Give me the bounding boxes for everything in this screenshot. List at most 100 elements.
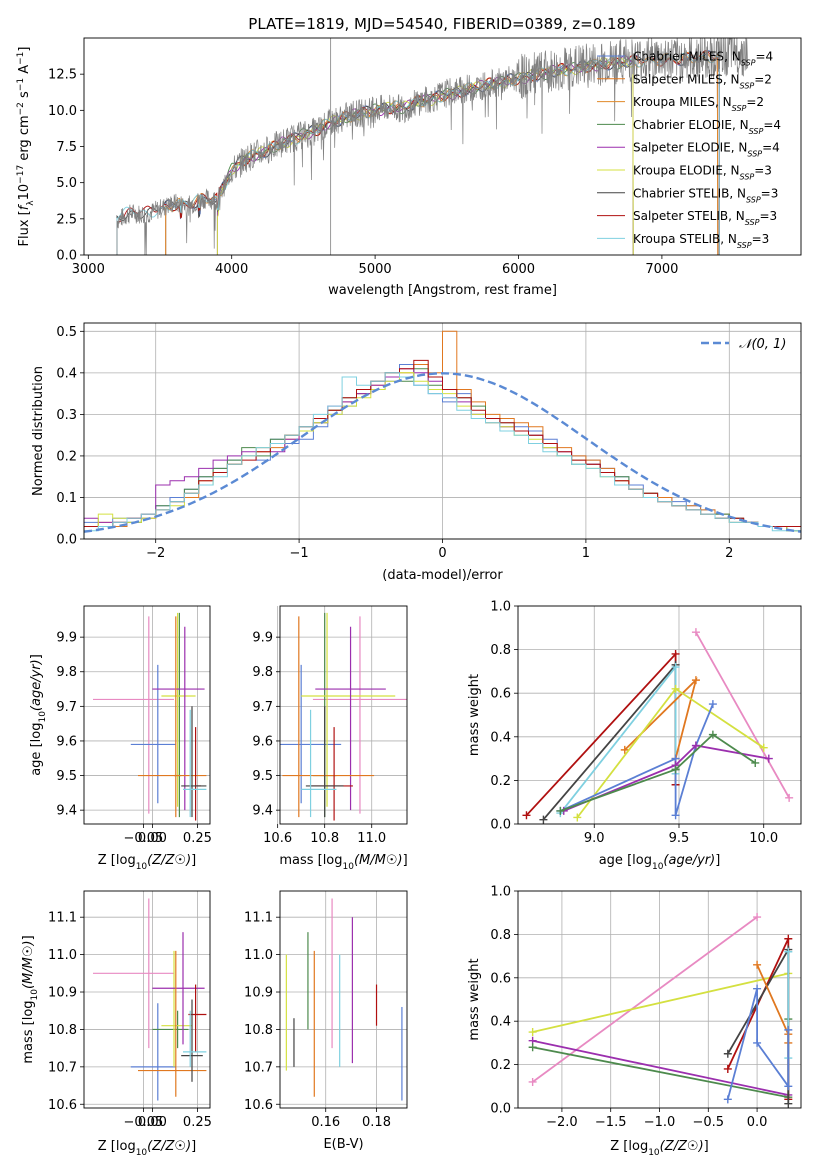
weight-marker [539, 815, 548, 824]
y-tick-label: 9.7 [252, 700, 273, 715]
axes-frame [83, 890, 211, 1109]
x-tick-label: 9.0 [584, 831, 605, 846]
axes-frame [279, 890, 408, 1109]
weight-marker [723, 1049, 732, 1058]
x-axis-label: Z [log10(Z/Z☉)] [610, 1139, 708, 1158]
panels: 3000 4000 5000 6000 70000.02.55.07.510.012.5… [16, 37, 802, 1158]
y-tick-label: 0.3 [56, 408, 77, 423]
x-tick-label: −0.05 [123, 1115, 163, 1130]
x-tick-label: 4000 [215, 262, 248, 277]
weight-marker [708, 730, 717, 739]
weight-marker [522, 811, 531, 820]
x-tick-label: −0.5 [693, 1115, 725, 1130]
x-tick-label: 3000 [72, 262, 105, 277]
weight-marker [528, 1028, 537, 1037]
weight-marker [753, 1038, 762, 1047]
weight-marker [753, 913, 762, 922]
y-tick-label: 0.1 [56, 491, 77, 506]
weight-marker [691, 628, 700, 637]
legend-label-6: Kroupa ELODIE, NSSP=3 [633, 164, 772, 182]
y-tick-label: 0.4 [490, 730, 511, 745]
y-tick-label: 10.7 [48, 1060, 77, 1075]
weight-marker [784, 947, 793, 956]
histogram-7 [83, 372, 801, 539]
x-tick-label: 10.8 [310, 831, 339, 846]
weight-marker [528, 1043, 537, 1052]
y-tick-label: 0.0 [490, 1102, 511, 1117]
y-tick-label: 0.6 [490, 687, 511, 702]
y-tick-label: 9.4 [56, 804, 77, 819]
x-tick-label: 10.6 [263, 831, 292, 846]
y-tick-label: 0.4 [490, 1015, 511, 1030]
axes-frame [83, 605, 211, 825]
y-tick-label: 10.6 [48, 1098, 77, 1113]
x-axis-label: (data-model)/error [382, 568, 503, 583]
weight-marker [671, 649, 680, 658]
x-tick-label: −2.0 [546, 1115, 578, 1130]
x-tick-label: 0.18 [362, 1115, 391, 1130]
axes-z-vs-mass: −0.050.00 0.25 10.6 10.7 10.8 10.9 11.0 11.1 Z [… [21, 890, 212, 1158]
x-tick-label: 0.25 [183, 1115, 212, 1130]
y-tick-label: 0.2 [490, 1058, 511, 1073]
weight-marker [751, 758, 760, 767]
y-tick-label: 9.6 [252, 734, 273, 749]
x-tick-label: 10.0 [749, 831, 778, 846]
x-tick-label: −1.0 [644, 1115, 676, 1130]
y-tick-label: 9.9 [252, 631, 273, 646]
weight-marker [528, 1077, 537, 1086]
axes-z-vs-age: −0.050.00 0.25 9.4 9.5 9.6 9.7 9.8 9.9 Z [log10(… [29, 605, 212, 872]
x-tick-label: −1.5 [595, 1115, 627, 1130]
y-axis-label: age [log10(age/yr)] [29, 654, 48, 776]
x-axis-label: E(B-V) [323, 1137, 363, 1152]
x-tick-label: 0.0 [747, 1115, 768, 1130]
y-tick-label: 0.0 [56, 533, 77, 548]
figure-title: PLATE=1819, MJD=54540, FIBERID=0389, z=0… [248, 15, 635, 33]
y-tick-label: 0.4 [56, 366, 77, 381]
y-tick-label: 12.5 [48, 68, 77, 83]
y-tick-label: 11.1 [244, 911, 273, 926]
weight-line-8 [563, 744, 769, 812]
x-axis-label: wavelength [Angstrom, rest frame] [328, 283, 557, 298]
legend-label-normal: 𝒩(0, 1) [739, 337, 786, 352]
y-tick-label: 9.9 [56, 631, 77, 646]
axes-ebv-vs-mass: 0.16 0.18 10.6 10.7 10.8 10.9 11.0 11.1 E(B-V) [244, 890, 408, 1152]
weight-line-5 [695, 631, 790, 799]
weight-marker [691, 741, 700, 750]
axes-frame [83, 322, 802, 540]
y-axis-label: mass weight [467, 674, 482, 756]
y-tick-label: 1.0 [490, 885, 511, 900]
y-tick-label: 10.8 [244, 1023, 273, 1038]
axes-residuals: −2 −1 0 1 2 0.0 0.1 0.2 0.3 0.4 0.5 (data-model)/er… [31, 322, 802, 583]
y-tick-label: 11.1 [48, 911, 77, 926]
legend-label-1: Chabrier MILES, NSSP=4 [633, 50, 773, 68]
x-tick-label: 9.5 [669, 831, 690, 846]
legend-label-3: Kroupa MILES, NSSP=2 [633, 95, 764, 113]
legend-label-9: Kroupa STELIB, NSSP=3 [633, 232, 769, 250]
y-tick-label: 10.9 [48, 986, 77, 1001]
legend-label-7: Chabrier STELIB, NSSP=3 [633, 186, 778, 204]
y-tick-label: 0.2 [490, 774, 511, 789]
plot-area [116, 38, 749, 255]
x-tick-label: −0.05 [123, 831, 163, 846]
y-tick-label: 0.2 [56, 449, 77, 464]
y-tick-label: 11.0 [244, 948, 273, 963]
y-tick-label: 0.6 [490, 971, 511, 986]
weight-marker [784, 934, 793, 943]
y-tick-label: 9.7 [56, 700, 77, 715]
weight-marker [708, 700, 717, 709]
y-tick-label: 9.8 [252, 665, 273, 680]
x-tick-label: 0.00 [138, 831, 167, 846]
y-tick-label: 0.5 [56, 325, 77, 340]
weight-marker [785, 793, 794, 802]
x-tick-label: 2 [725, 546, 733, 561]
y-tick-label: 0.0 [490, 818, 511, 833]
y-tick-label: 7.5 [56, 140, 77, 155]
axes-frame [517, 605, 802, 825]
weight-line-2 [532, 972, 789, 1033]
weight-marker [556, 806, 565, 815]
legend-label-2: Salpeter MILES, NSSP=2 [633, 72, 772, 90]
weight-line-9 [560, 733, 756, 812]
weight-marker [671, 765, 680, 774]
axes-spectrum: 3000 4000 5000 6000 7000 0.0 2.5 5.0 7.5 10.0 12.5… [16, 37, 802, 298]
